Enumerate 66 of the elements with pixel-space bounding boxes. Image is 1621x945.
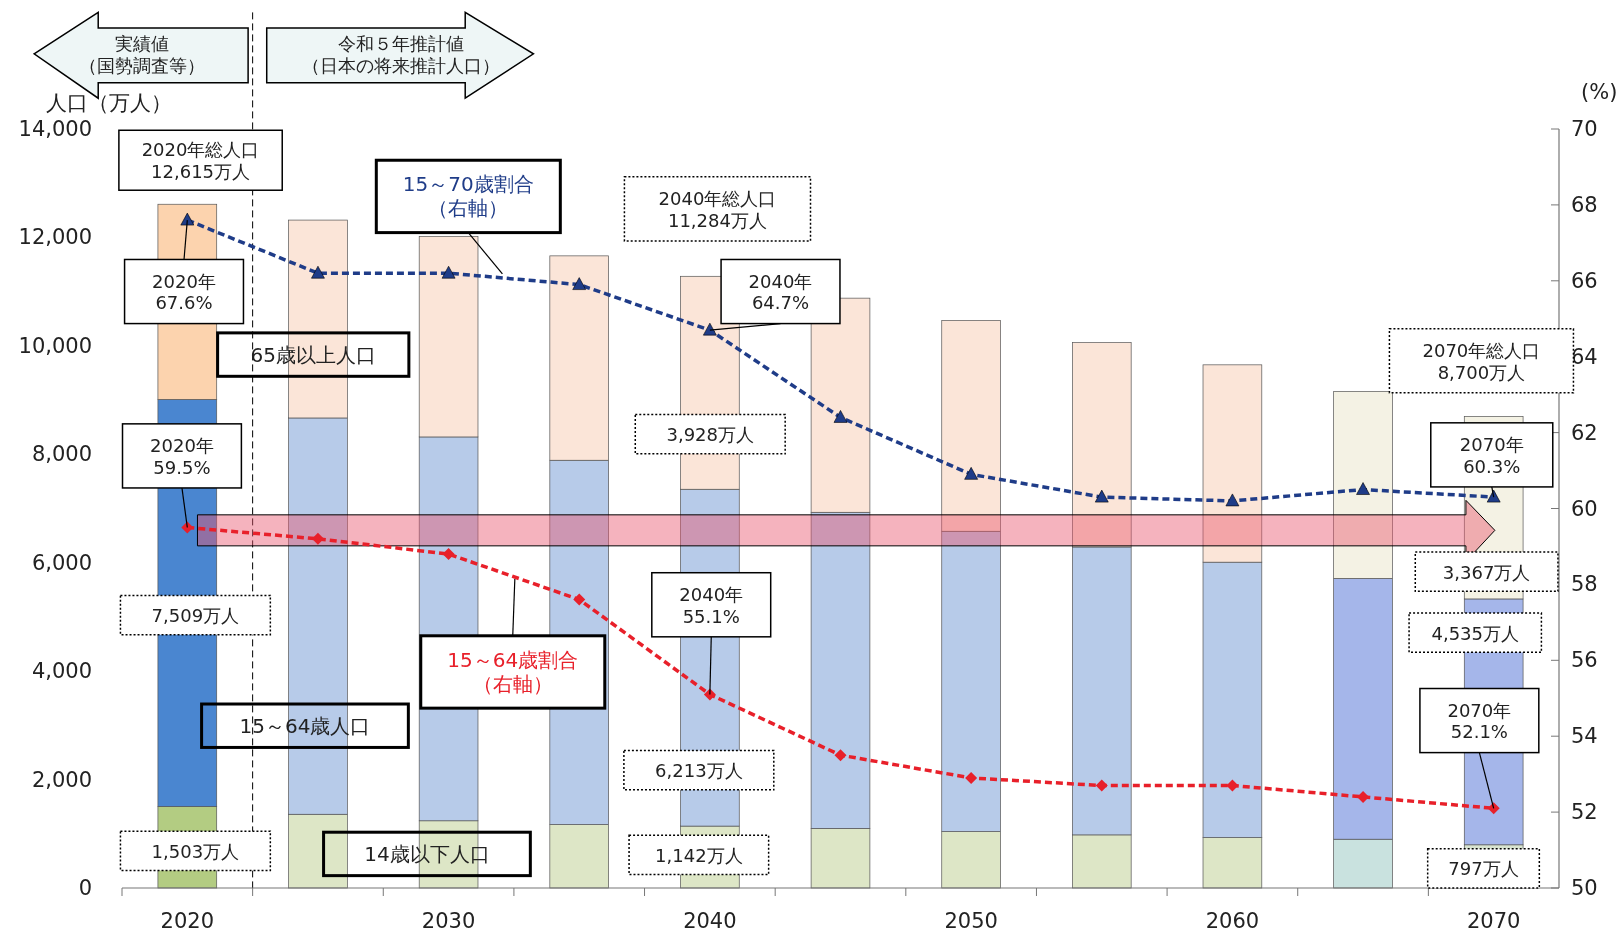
annotation: 2020年総人口 12,615万人 [141,138,260,182]
data-label: 7,509万人 [151,604,240,626]
text: 実績値（国勢調査等） [78,32,205,76]
x-tick-label: 2020 [160,909,215,934]
annotation: 2070年総人口 8,700万人 [1422,339,1541,383]
data-label: 3,928万人 [666,423,754,445]
y-axis-title: 人口（万人） [45,91,172,116]
value-label: 2040年 64.7% [720,258,841,325]
value-label: 3,367万人 [1414,551,1559,593]
y2-tick-label: 60 [1571,496,1598,521]
value-label: 2070年 52.1% [1419,687,1540,754]
y-tick-label: 10,000 [18,333,92,358]
y-tick-label: 14,000 [18,117,92,141]
y2-tick-label: 52 [1571,800,1598,825]
x-tick-label: 2060 [1205,909,1260,934]
y-tick-label: 12,000 [18,225,92,250]
y2-tick-label: 50 [1571,876,1598,900]
y-tick-label: 0 [78,876,92,900]
data-label: 1,503万人 [151,840,240,862]
data-label: 2020年 59.5% [150,434,214,478]
series-name: 15～64歳人口 [200,702,410,749]
series-name: 15～64歳割合（右軸） [419,634,607,710]
y-tick-label: 4,000 [31,659,92,684]
data-label: 2040年 64.7% [748,270,813,313]
data-label: 2040年 55.1% [679,583,744,627]
data-label: 4,535万人 [1431,622,1519,644]
x-tick-label: 2050 [944,909,998,934]
data-label: 6,213万人 [655,759,743,781]
data-label: 1,142万人 [655,844,743,866]
x-tick-label: 2040 [683,909,737,934]
series-label: 15～64歳割合（右軸） [447,647,579,696]
y2-tick-label: 68 [1571,192,1598,217]
series-name: 14歳以下人口 [322,830,532,878]
label: 2040年総人口 11,284万人 [623,176,812,242]
data-label: 2070年 60.3% [1459,433,1524,477]
value-label: 2070年 60.3% [1430,422,1554,488]
value-label: 3,928万人 [634,413,786,455]
data-label: 2070年 52.1% [1447,699,1512,742]
y-tick-label: 6,000 [31,550,92,575]
series-label: 14歳以下人口 [364,841,490,866]
y2-tick-label: 70 [1571,117,1598,141]
y2-tick-label: 66 [1571,268,1598,293]
series-label: 15～64歳人口 [239,713,371,738]
y2-tick-label: 62 [1571,420,1598,445]
data-label: 3,367万人 [1442,561,1531,583]
text: 令和５年推計値（日本の将来推計人口） [302,32,501,76]
value-label: 2020年 67.6% [123,258,245,325]
annotation: 2040年総人口 11,284万人 [658,187,777,231]
data-label: 2020年 67.6% [152,270,216,313]
y2-tick-label: 56 [1571,648,1598,673]
label: 2020年総人口 12,615万人 [118,129,283,191]
value-label: 4,535万人 [1408,612,1543,654]
value-label: 7,509万人 [119,594,272,636]
value-label: 6,213万人 [623,749,775,791]
y2-axis-title: (%) [1581,80,1618,105]
y-tick-label: 8,000 [31,442,92,467]
y2-tick-label: 58 [1571,572,1598,597]
y2-tick-label: 54 [1571,724,1598,749]
value-label: 1,503万人 [119,830,272,872]
value-label: 1,142万人 [628,834,770,876]
value-label: 2040年 55.1% [651,572,772,638]
x-tick-label: 2070 [1466,909,1521,934]
value-label: 2020年 59.5% [121,423,243,489]
y-tick-label: 2,000 [31,767,92,792]
x-tick-label: 2030 [421,909,476,934]
series-name: 15～70歳割合（右軸） [374,158,562,235]
